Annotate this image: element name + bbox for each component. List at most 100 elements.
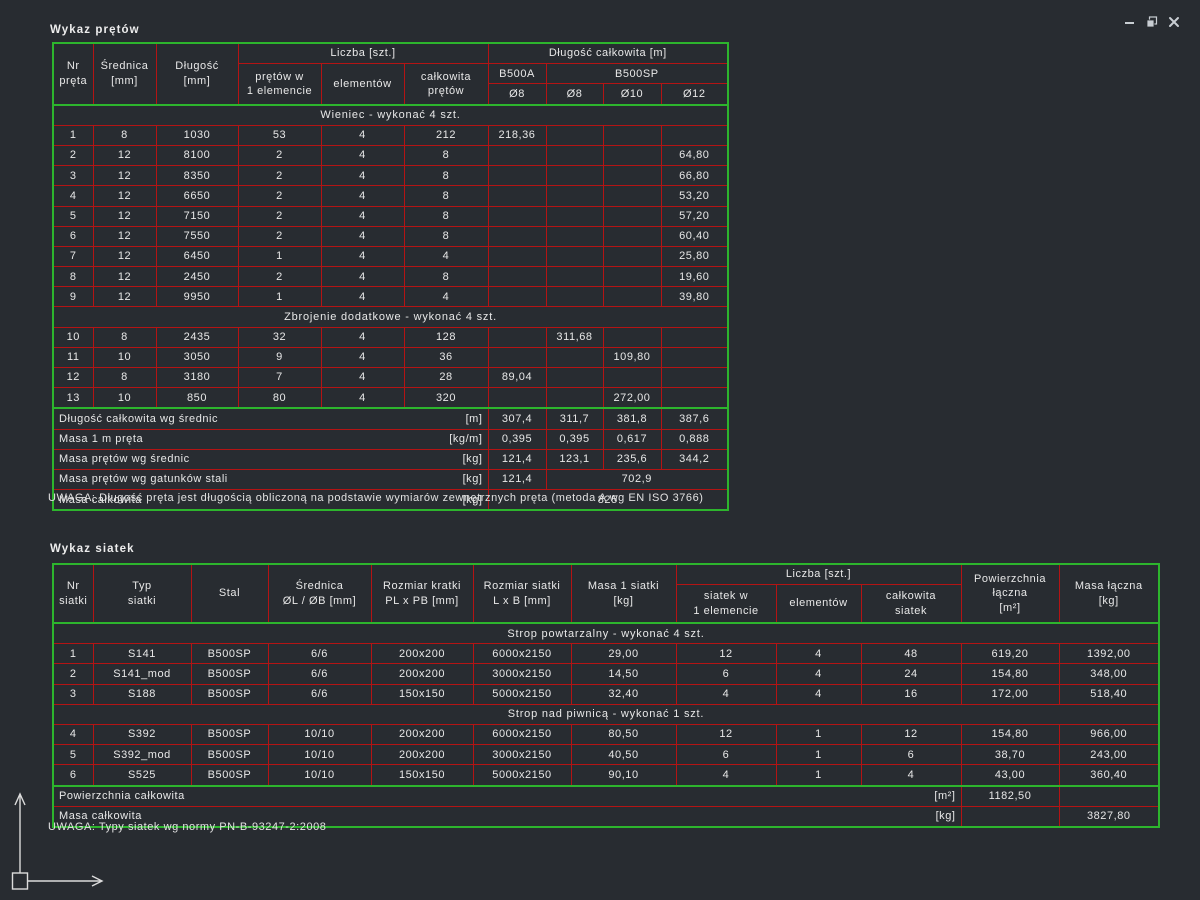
cell: 4: [776, 644, 861, 664]
cell: 3: [53, 166, 93, 186]
cell: [488, 186, 546, 206]
cell: 2435: [156, 327, 238, 347]
cell: 12: [676, 725, 776, 745]
cell: 172,00: [961, 684, 1059, 704]
summary-label: Długość całkowita wg średnic[m]: [53, 408, 488, 429]
cad-canvas[interactable]: Wykaz prętów Nr prętaŚrednica [mm]Długoś…: [0, 0, 1200, 900]
section-header: Strop powtarzalny - wykonać 4 szt.: [53, 623, 1159, 644]
summary-value: 0,395: [488, 429, 546, 449]
column-header: całkowita prętów: [404, 64, 488, 105]
cell: 850: [156, 388, 238, 409]
summary-value: 121,4: [488, 469, 546, 489]
cell: 2: [53, 145, 93, 165]
cell: 272,00: [603, 388, 661, 409]
cell: 12: [93, 226, 156, 246]
cell: 109,80: [603, 347, 661, 367]
summary-unit: [m²]: [934, 789, 955, 803]
cell: 4: [404, 246, 488, 266]
cell: [661, 327, 728, 347]
column-header: Masa 1 siatki [kg]: [571, 564, 676, 623]
cell: S392: [93, 725, 191, 745]
column-header: B500SP: [546, 64, 728, 84]
cell: 9: [238, 347, 321, 367]
cell: 13: [53, 388, 93, 409]
cell: 8: [404, 226, 488, 246]
cell: 6: [676, 664, 776, 684]
meshes-table[interactable]: Nr siatkiTyp siatkiStalŚrednica ØL / ØB …: [52, 563, 1160, 828]
cell: 200x200: [371, 644, 473, 664]
cell: 2: [238, 145, 321, 165]
bars-table-note: UWAGA: Długość pręta jest długością obli…: [48, 492, 703, 504]
column-header: Typ siatki: [93, 564, 191, 623]
cell: [603, 125, 661, 145]
cell: 1: [53, 644, 93, 664]
column-header: Długość całkowita [m]: [488, 43, 728, 64]
cell: B500SP: [191, 725, 268, 745]
column-header: Stal: [191, 564, 268, 623]
cell: 1: [53, 125, 93, 145]
cell: 4: [321, 246, 404, 266]
cell: 10/10: [268, 745, 371, 765]
cell: 2450: [156, 267, 238, 287]
close-button[interactable]: [1168, 16, 1180, 28]
cell: 6000x2150: [473, 644, 571, 664]
summary-unit: [kg]: [463, 472, 483, 486]
cell: 8: [404, 145, 488, 165]
cell: 6/6: [268, 664, 371, 684]
cell: 4: [321, 347, 404, 367]
cell: [603, 166, 661, 186]
column-header: Ø10: [603, 84, 661, 105]
cell: 8: [93, 327, 156, 347]
cell: [488, 267, 546, 287]
cell: 1030: [156, 125, 238, 145]
bars-table[interactable]: Nr prętaŚrednica [mm]Długość [mm]Liczba …: [52, 42, 729, 511]
cell: 12: [93, 186, 156, 206]
column-header: Ø8: [488, 84, 546, 105]
cell: 348,00: [1059, 664, 1159, 684]
cell: 2: [238, 186, 321, 206]
cell: [546, 125, 603, 145]
cell: 3050: [156, 347, 238, 367]
summary-value: 0,888: [661, 429, 728, 449]
column-header: Powierzchnia łączna [m²]: [961, 564, 1059, 623]
cell: 4: [321, 368, 404, 388]
cell: 8: [93, 368, 156, 388]
cell: 6000x2150: [473, 725, 571, 745]
restore-button[interactable]: [1146, 16, 1158, 28]
cell: 4: [861, 765, 961, 786]
summary-value: 311,7: [546, 408, 603, 429]
cell: 7550: [156, 226, 238, 246]
cell: B500SP: [191, 745, 268, 765]
cell: [546, 267, 603, 287]
cell: 619,20: [961, 644, 1059, 664]
cell: 6/6: [268, 644, 371, 664]
column-header: elementów: [776, 585, 861, 623]
column-header: B500A: [488, 64, 546, 84]
cell: 12: [861, 725, 961, 745]
minimize-button[interactable]: [1124, 16, 1136, 28]
cell: 2: [238, 206, 321, 226]
cell: 6: [53, 765, 93, 786]
cell: 38,70: [961, 745, 1059, 765]
cell: 29,00: [571, 644, 676, 664]
cell: 14,50: [571, 664, 676, 684]
cell: [488, 347, 546, 367]
cell: 360,40: [1059, 765, 1159, 786]
cell: 4: [321, 166, 404, 186]
cell: 8: [404, 166, 488, 186]
cell: 4: [321, 287, 404, 307]
cell: [488, 166, 546, 186]
cell: S525: [93, 765, 191, 786]
cell: 9950: [156, 287, 238, 307]
cell: [488, 287, 546, 307]
column-header: Długość [mm]: [156, 43, 238, 105]
cell: [603, 246, 661, 266]
cell: S141: [93, 644, 191, 664]
column-header: prętów w 1 elemencie: [238, 64, 321, 105]
column-header: siatek w 1 elemencie: [676, 585, 776, 623]
cell: 1: [776, 765, 861, 786]
cell: 7: [53, 246, 93, 266]
cell: 4: [776, 664, 861, 684]
cell: [546, 226, 603, 246]
cell: 12: [93, 267, 156, 287]
